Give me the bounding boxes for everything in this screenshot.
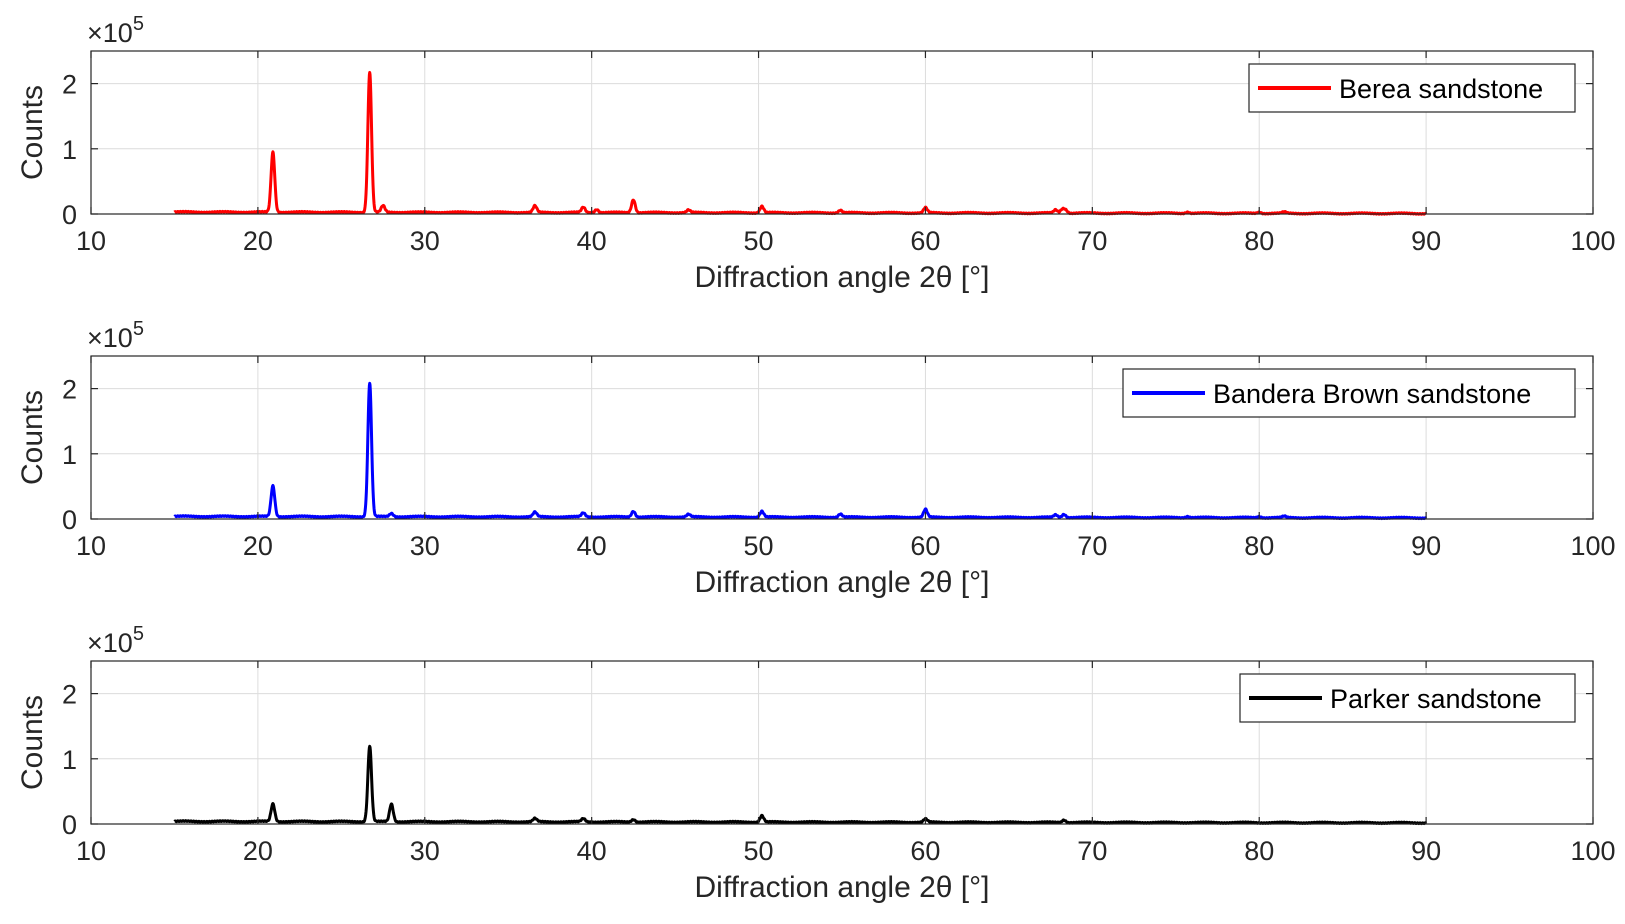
parker-x-tick-label-2: 30	[410, 836, 440, 866]
parker-y-label: Counts	[16, 695, 49, 790]
berea-x-tick-label-2: 30	[410, 226, 440, 256]
parker-y-exponent: ×105	[87, 623, 144, 658]
berea-axes-box	[90, 50, 1594, 215]
berea-y-tick-label-1: 1	[62, 135, 77, 165]
parker-x-tick-label-0: 10	[76, 836, 106, 866]
berea-x-tick-label-8: 90	[1411, 226, 1441, 256]
parker-legend-label: Parker sandstone	[1330, 684, 1542, 714]
parker-x-tick-label-7: 80	[1244, 836, 1274, 866]
parker-x-tick-label-6: 70	[1077, 836, 1107, 866]
berea-y-tick-label-0: 0	[62, 200, 77, 230]
berea-x-tick-label-9: 100	[1570, 226, 1615, 256]
parker-x-tick-label-1: 20	[243, 836, 273, 866]
bandera-y-tick-label-2: 2	[62, 375, 77, 405]
parker-chart: 10 20 30 40 50 60 70 80 90 100 0 1 2 ×105 Diffraction …	[16, 623, 1616, 904]
parker-y-tick-label-2: 2	[62, 680, 77, 710]
parker-axes-box	[90, 660, 1594, 825]
bandera-chart: 10 20 30 40 50 60 70 80 90 100 0 1 2 ×105 Diffraction …	[16, 318, 1616, 599]
bandera-x-tick-label-1: 20	[243, 531, 273, 561]
berea-x-tick-label-0: 10	[76, 226, 106, 256]
bandera-axes-box	[90, 355, 1594, 520]
berea-y-tick-label-2: 2	[62, 70, 77, 100]
berea-y-exponent-power: 5	[133, 13, 144, 35]
parker-x-tick-label-5: 60	[910, 836, 940, 866]
bandera-x-tick-label-3: 40	[577, 531, 607, 561]
bandera-y-tick-label-0: 0	[62, 505, 77, 535]
parker-x-tick-label-8: 90	[1411, 836, 1441, 866]
berea-x-label: Diffraction angle 2θ [°]	[695, 261, 990, 294]
bandera-series-line	[173, 381, 1428, 521]
bandera-x-tick-label-8: 90	[1411, 531, 1441, 561]
bandera-x-tick-label-6: 70	[1077, 531, 1107, 561]
bandera-y-exponent-power: 5	[133, 318, 144, 340]
bandera-x-tick-label-7: 80	[1244, 531, 1274, 561]
parker-y-tick-label-0: 0	[62, 810, 77, 840]
berea-x-tick-label-3: 40	[577, 226, 607, 256]
bandera-x-tick-label-9: 100	[1570, 531, 1615, 561]
parker-series-line	[173, 744, 1428, 826]
berea-x-tick-label-1: 20	[243, 226, 273, 256]
bandera-x-tick-label-0: 10	[76, 531, 106, 561]
bandera-y-exponent: ×105	[87, 318, 144, 353]
berea-x-tick-label-7: 80	[1244, 226, 1274, 256]
bandera-x-label: Diffraction angle 2θ [°]	[695, 566, 990, 599]
bandera-x-tick-label-2: 30	[410, 531, 440, 561]
bandera-x-tick-label-5: 60	[910, 531, 940, 561]
berea-legend-label: Berea sandstone	[1339, 74, 1543, 104]
parker-x-tick-label-9: 100	[1570, 836, 1615, 866]
berea-x-tick-label-6: 70	[1077, 226, 1107, 256]
berea-x-tick-label-5: 60	[910, 226, 940, 256]
berea-y-label: Counts	[16, 85, 49, 180]
bandera-x-tick-label-4: 50	[744, 531, 774, 561]
parker-x-tick-label-4: 50	[744, 836, 774, 866]
bandera-y-tick-label-1: 1	[62, 440, 77, 470]
berea-x-tick-label-4: 50	[744, 226, 774, 256]
parker-x-tick-label-3: 40	[577, 836, 607, 866]
parker-y-exponent-power: 5	[133, 623, 144, 645]
berea-y-exponent: ×105	[87, 13, 144, 48]
berea-chart: 10 20 30 40 50 60 70 80 90 100 0 1 2 ×105 Diffraction …	[16, 13, 1616, 294]
bandera-legend-label: Bandera Brown sandstone	[1213, 379, 1531, 409]
parker-x-label: Diffraction angle 2θ [°]	[695, 871, 990, 904]
parker-y-tick-label-1: 1	[62, 745, 77, 775]
bandera-y-label: Counts	[16, 390, 49, 485]
